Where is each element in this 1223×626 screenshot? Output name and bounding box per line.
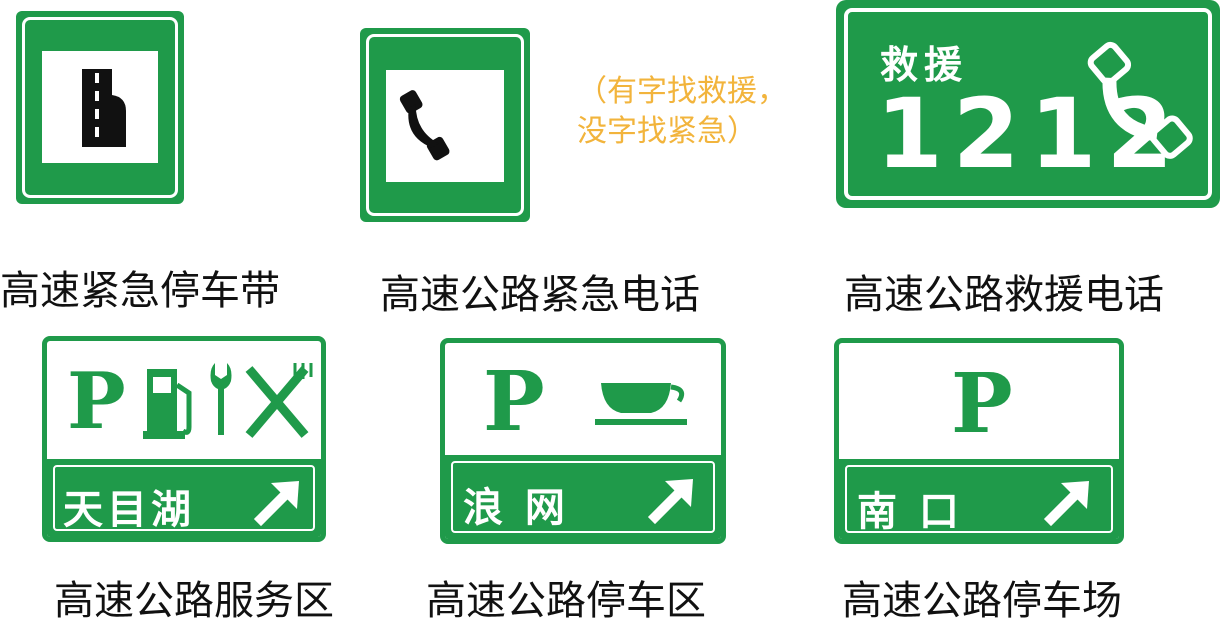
wrench-icon bbox=[210, 363, 232, 435]
note-text: （有字找救援， 没字找紧急） bbox=[577, 72, 787, 152]
arrow-up-right-icon bbox=[253, 481, 299, 527]
emergency-phone-sign bbox=[360, 28, 530, 222]
caption-emergency-lane: 高速紧急停车带 bbox=[0, 268, 280, 314]
caption-parking-lot: 高速公路停车场 bbox=[842, 578, 1122, 624]
coffee-cup-icon bbox=[595, 383, 687, 425]
caption-emergency-phone: 高速公路紧急电话 bbox=[380, 272, 700, 318]
place-name: 南 口 bbox=[857, 489, 963, 535]
place-name: 天目湖 bbox=[63, 487, 195, 533]
parking-lot-sign: P 南 口 bbox=[834, 338, 1124, 544]
fork-knife-icon bbox=[245, 363, 313, 438]
emergency-lane-sign bbox=[16, 11, 184, 204]
rescue-number: 1212 bbox=[876, 78, 1184, 190]
fuel-pump-icon bbox=[143, 369, 192, 439]
arrow-up-right-icon bbox=[647, 479, 693, 525]
rescue-label: 救援 bbox=[880, 43, 969, 87]
service-area-sign: P 天目湖 bbox=[42, 336, 326, 542]
caption-service-area: 高速公路服务区 bbox=[54, 578, 334, 624]
emergency-lane-icon bbox=[82, 69, 126, 147]
rescue-phone-sign: 救援 1212 bbox=[836, 0, 1220, 208]
parking-icon: P bbox=[67, 356, 126, 447]
place-name: 浪 网 bbox=[463, 485, 569, 531]
parking-icon: P bbox=[951, 356, 1013, 452]
arrow-up-right-icon bbox=[1043, 481, 1089, 527]
phone-handset-icon bbox=[1087, 41, 1193, 159]
note-line-2: 没字找紧急） bbox=[577, 114, 757, 149]
parking-area-sign: P 浪 网 bbox=[440, 338, 726, 544]
parking-icon: P bbox=[483, 354, 545, 450]
caption-parking-area: 高速公路停车区 bbox=[426, 578, 706, 624]
phone-handset-icon bbox=[399, 90, 450, 161]
caption-rescue-phone: 高速公路救援电话 bbox=[844, 272, 1164, 318]
note-line-1: （有字找救援， bbox=[577, 74, 787, 109]
